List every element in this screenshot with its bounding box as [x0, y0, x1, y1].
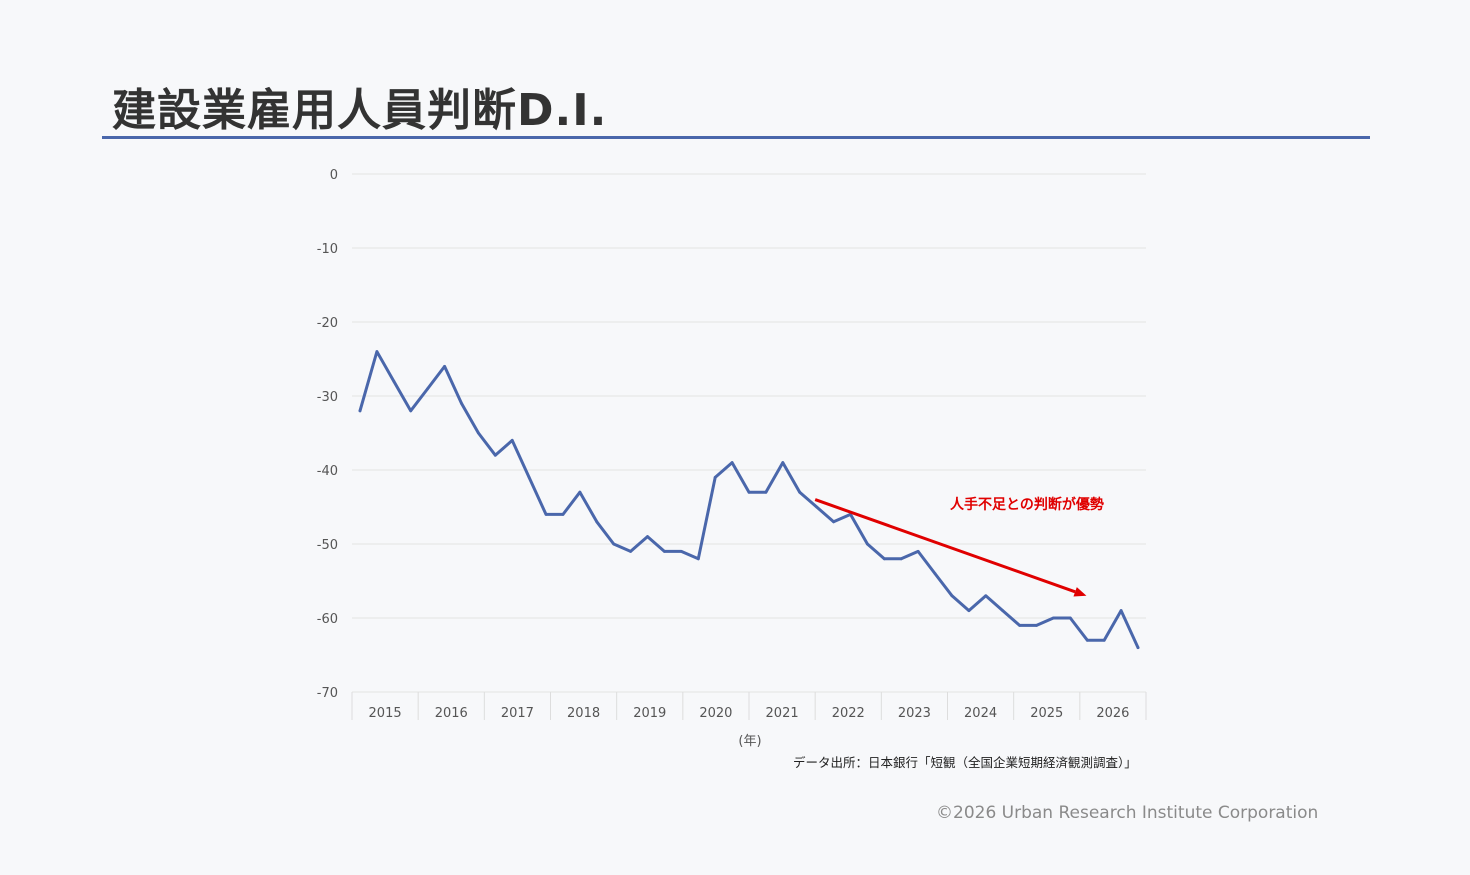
data-point	[781, 461, 785, 464]
copyright: ©2026 Urban Research Institute Corporati…	[936, 803, 1319, 823]
x-tick-label: 2020	[699, 706, 732, 721]
data-point	[460, 402, 463, 405]
x-tick-label: 2019	[633, 706, 666, 721]
annotation-group	[814, 498, 1087, 597]
series-group	[358, 350, 1140, 650]
title-rule	[102, 136, 1370, 139]
data-point	[1085, 638, 1089, 642]
data-point	[916, 550, 920, 553]
x-tick-label: 2026	[1096, 706, 1129, 721]
x-tick-label: 2025	[1030, 706, 1063, 721]
data-point	[815, 505, 819, 509]
data-point	[747, 490, 751, 494]
x-tick-label: 2015	[369, 706, 402, 721]
data-point	[1119, 609, 1123, 612]
x-axis-label: (年)	[738, 734, 762, 749]
y-tick-label: -60	[317, 612, 338, 627]
data-point	[1001, 609, 1005, 612]
y-tick-label: -10	[317, 242, 338, 257]
x-tick-label: 2021	[766, 706, 799, 721]
data-point	[358, 409, 362, 413]
data-point	[984, 594, 988, 598]
y-tick-label: -50	[317, 538, 338, 553]
data-point	[1068, 616, 1072, 620]
y-tick-label: -20	[317, 316, 338, 331]
page-title: 建設業雇用人員判断D.I.	[112, 85, 608, 136]
x-tick-label: 2024	[964, 706, 997, 721]
x-tick-label: 2022	[832, 706, 865, 721]
y-tick-label: 0	[330, 168, 338, 183]
data-point	[899, 557, 903, 561]
data-point	[612, 542, 616, 546]
data-point	[561, 513, 565, 516]
data-point	[764, 490, 768, 494]
data-point	[865, 542, 869, 546]
data-point	[595, 520, 599, 524]
data-point	[392, 379, 396, 383]
data-point	[375, 350, 379, 353]
data-point	[476, 431, 480, 435]
data-point	[967, 609, 971, 612]
x-tick-label: 2017	[501, 706, 534, 721]
data-point	[950, 594, 954, 598]
data-point	[527, 476, 531, 479]
data-point	[510, 439, 514, 442]
data-point	[1052, 616, 1055, 620]
data-point	[578, 490, 582, 494]
data-point	[933, 572, 937, 575]
data-point	[832, 520, 835, 524]
source-note: データ出所：日本銀行「短観（全国企業短期経済観測調査）」	[793, 755, 1137, 770]
x-axis-ticks: 2015 2016 2017 2018 2019 2020 2021 2022 2023 2024…	[369, 706, 1130, 721]
y-tick-label: -30	[317, 390, 338, 405]
data-point	[629, 550, 633, 553]
x-axis-dividers	[351, 692, 1147, 720]
data-point	[1035, 624, 1038, 627]
data-point	[426, 387, 430, 390]
y-axis-ticks: 0 -10 -20 -30 -40 -50 -60 -70	[317, 168, 338, 701]
data-point	[493, 453, 497, 457]
x-tick-label: 2023	[898, 706, 931, 721]
data-point	[730, 461, 734, 464]
data-point	[1136, 646, 1140, 649]
data-point	[663, 550, 666, 553]
data-point	[1102, 638, 1106, 642]
data-point	[1018, 624, 1022, 627]
y-tick-label: -70	[317, 686, 338, 701]
data-point	[409, 409, 413, 413]
data-point	[696, 557, 700, 561]
data-point	[544, 513, 548, 516]
x-tick-label: 2016	[435, 706, 468, 721]
annotation-arrow-shaft	[814, 498, 1076, 594]
data-point	[798, 490, 802, 494]
annotation-arrow-head	[1073, 587, 1087, 597]
data-point	[443, 365, 446, 368]
data-point	[882, 557, 886, 561]
data-point	[713, 476, 717, 479]
gridlines	[352, 173, 1146, 693]
x-tick-label: 2018	[567, 706, 600, 721]
annotation-label: 人手不足との判断が優勢	[950, 497, 1104, 513]
data-point	[679, 550, 683, 553]
y-tick-label: -40	[317, 464, 338, 479]
data-point	[646, 535, 649, 538]
